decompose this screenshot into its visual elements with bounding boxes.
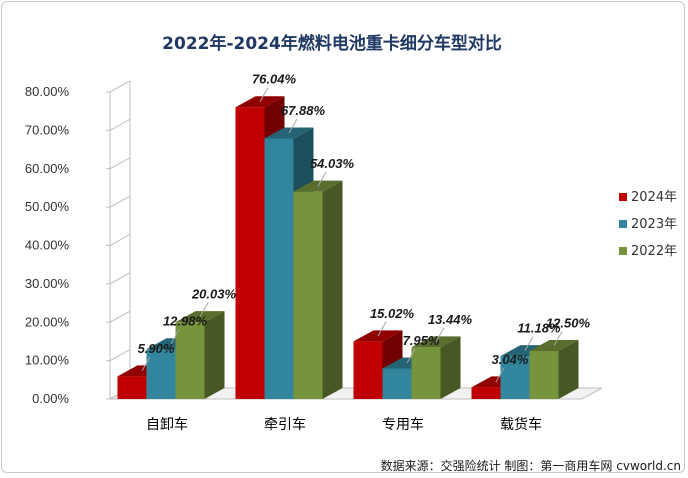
data-label: 20.03% bbox=[191, 287, 237, 302]
data-label: 3.04% bbox=[492, 352, 529, 367]
bar-side bbox=[440, 336, 461, 399]
legend-label: 2024年 bbox=[631, 190, 677, 205]
data-label: 5.90% bbox=[138, 341, 175, 356]
data-label: 76.04% bbox=[252, 72, 297, 87]
data-label: 13.44% bbox=[428, 312, 473, 327]
bar-side bbox=[558, 340, 579, 399]
bar-front bbox=[293, 191, 323, 399]
y-tick-label: 60.00% bbox=[25, 161, 70, 176]
label-leader bbox=[553, 331, 563, 346]
legend-item: 2024年 bbox=[619, 190, 677, 205]
x-category-label: 牵引车 bbox=[264, 416, 306, 433]
y-tick-depth-line bbox=[109, 80, 131, 93]
data-label: 11.18% bbox=[517, 321, 561, 336]
data-label: 7.95% bbox=[403, 333, 440, 348]
data-label: 12.50% bbox=[546, 316, 591, 331]
label-leader bbox=[199, 302, 209, 317]
label-leader bbox=[141, 356, 151, 372]
bar-front bbox=[353, 341, 383, 399]
bar-layer bbox=[117, 96, 579, 399]
label-leader bbox=[377, 321, 387, 337]
legend-item: 2023年 bbox=[619, 217, 677, 232]
label-leader bbox=[435, 327, 445, 343]
y-tick-depth-line bbox=[109, 157, 131, 170]
bar-front bbox=[382, 368, 412, 399]
bar-front bbox=[471, 387, 501, 399]
legend-label: 2022年 bbox=[631, 244, 677, 259]
bar-front bbox=[529, 351, 559, 399]
data-label: 67.88% bbox=[281, 103, 326, 118]
legend-swatch bbox=[619, 220, 627, 228]
y-tick-depth-line bbox=[109, 195, 131, 208]
legend-swatch bbox=[619, 193, 627, 201]
label-leader bbox=[170, 329, 180, 344]
y-tick-label: 70.00% bbox=[25, 122, 70, 137]
y-tick-depth-line bbox=[109, 272, 131, 285]
y-tick-label: 20.00% bbox=[25, 314, 70, 329]
legend-item: 2022年 bbox=[619, 244, 677, 259]
bar-front bbox=[146, 349, 176, 399]
legend: 2024年 2023年 2022年 bbox=[619, 190, 677, 259]
data-label: 54.03% bbox=[310, 156, 355, 171]
data-label: 15.02% bbox=[370, 306, 415, 321]
label-leader bbox=[259, 87, 269, 102]
y-tick-label: 50.00% bbox=[25, 199, 70, 214]
bar bbox=[529, 340, 579, 399]
y-tick-depth-line bbox=[109, 118, 131, 131]
chart-title: 2022年-2024年燃料电池重卡细分车型对比 bbox=[162, 33, 502, 54]
y-tick-label: 80.00% bbox=[25, 84, 70, 99]
bar-front bbox=[175, 322, 205, 399]
source-note: 数据来源：交强险统计 制图：第一商用车网 cvworld.cn bbox=[381, 458, 681, 473]
bar-front bbox=[235, 107, 265, 399]
bar-front bbox=[117, 376, 147, 399]
data-label: 12.98% bbox=[163, 314, 208, 329]
bar-side bbox=[204, 311, 225, 399]
bar bbox=[293, 180, 343, 399]
y-tick-label: 30.00% bbox=[25, 276, 70, 291]
label-leader bbox=[317, 171, 327, 187]
label-layer: 5.90% 12.98% 20.03% 76.04% 67.88% 54.03% 15.02… bbox=[138, 72, 591, 383]
y-tick-depth-line bbox=[109, 349, 131, 362]
y-tick-label: 40.00% bbox=[25, 238, 70, 253]
bar-front bbox=[500, 356, 530, 399]
bar-front bbox=[411, 347, 441, 399]
y-tick-label: 0.00% bbox=[32, 391, 69, 406]
bar-side bbox=[322, 180, 343, 399]
y-tick-depth-line bbox=[109, 234, 131, 246]
bar bbox=[411, 336, 461, 399]
label-leader bbox=[524, 336, 534, 351]
x-category-label: 载货车 bbox=[500, 416, 542, 433]
legend-swatch bbox=[619, 247, 627, 255]
bar-front bbox=[264, 138, 294, 399]
y-tick-label: 10.00% bbox=[25, 353, 70, 368]
y-tick-depth-line bbox=[109, 310, 131, 323]
legend-label: 2023年 bbox=[631, 217, 677, 232]
label-leader bbox=[495, 367, 505, 383]
x-category-label: 专用车 bbox=[382, 416, 424, 433]
label-leader bbox=[288, 118, 298, 134]
x-category-label: 自卸车 bbox=[146, 416, 188, 433]
label-leader bbox=[406, 348, 416, 364]
